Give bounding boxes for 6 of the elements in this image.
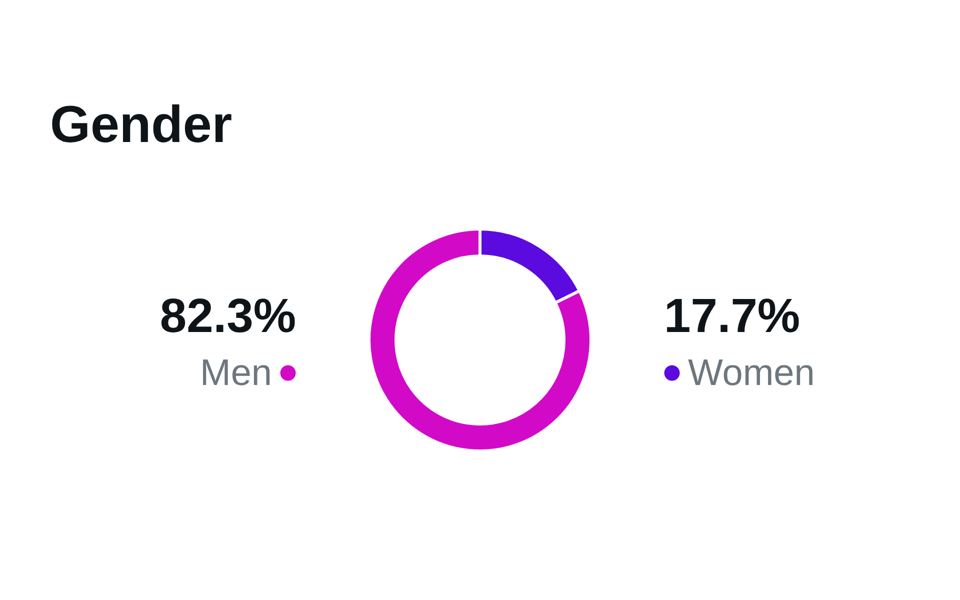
data-label: 17.7% — [664, 290, 800, 343]
legend-label: Women — [688, 352, 815, 393]
slice-label: Men — [200, 352, 272, 393]
data-label: 82.3% — [160, 290, 296, 343]
chart-title: Gender — [50, 96, 232, 154]
donut-slice — [368, 228, 592, 452]
